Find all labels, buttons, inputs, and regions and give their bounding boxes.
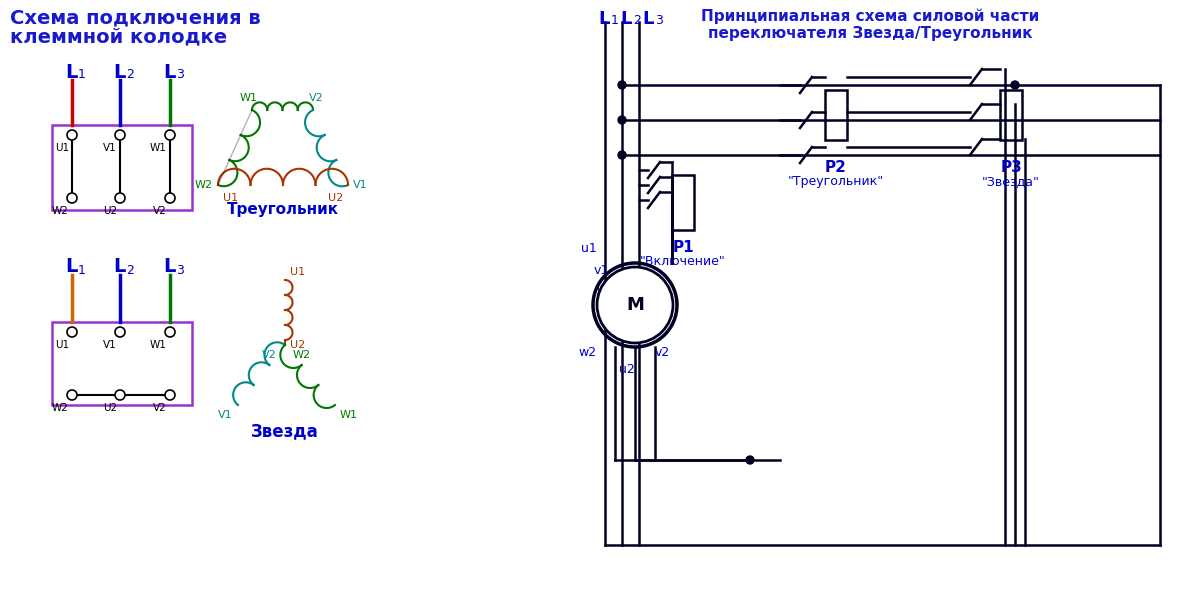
Text: L: L — [620, 10, 631, 28]
Circle shape — [165, 390, 175, 400]
Text: L: L — [163, 62, 176, 82]
Bar — [1001, 90, 1022, 140]
Circle shape — [116, 130, 125, 140]
Text: Р2: Р2 — [825, 160, 846, 175]
Text: U1: U1 — [55, 143, 69, 153]
Text: W1: W1 — [240, 93, 258, 103]
Text: U1: U1 — [290, 267, 305, 277]
Text: переключателя Звезда/Треугольник: переключателя Звезда/Треугольник — [708, 26, 1032, 41]
Text: W1: W1 — [340, 410, 358, 420]
Text: L: L — [113, 257, 125, 277]
Text: Треугольник: Треугольник — [228, 202, 340, 217]
Text: 1: 1 — [78, 263, 85, 277]
Text: 1: 1 — [610, 14, 619, 27]
Circle shape — [116, 390, 125, 400]
Circle shape — [618, 151, 626, 159]
Text: 2: 2 — [633, 14, 641, 27]
Text: W1: W1 — [150, 143, 167, 153]
Text: U2: U2 — [102, 403, 117, 413]
Text: w2: w2 — [579, 346, 597, 358]
Text: v2: v2 — [655, 346, 671, 358]
Text: U1: U1 — [223, 193, 238, 203]
Circle shape — [618, 116, 626, 124]
Circle shape — [165, 130, 175, 140]
Text: 3: 3 — [176, 68, 184, 82]
Text: М: М — [626, 296, 644, 314]
Circle shape — [746, 456, 754, 464]
Text: V1: V1 — [104, 143, 117, 153]
Bar — [825, 90, 846, 140]
Text: W1: W1 — [150, 340, 167, 350]
Text: U1: U1 — [55, 340, 69, 350]
Circle shape — [1011, 81, 1019, 89]
Text: W2: W2 — [195, 180, 213, 190]
Text: L: L — [65, 62, 77, 82]
Text: клеммной колодке: клеммной колодке — [10, 27, 228, 46]
Text: "Звезда": "Звезда" — [982, 175, 1040, 188]
Text: V1: V1 — [104, 340, 117, 350]
Text: V1: V1 — [218, 410, 234, 420]
Circle shape — [116, 327, 125, 337]
Circle shape — [67, 327, 77, 337]
Text: W2: W2 — [293, 350, 311, 360]
Text: "Треугольник": "Треугольник" — [787, 175, 884, 188]
Circle shape — [618, 81, 626, 89]
Text: V2: V2 — [153, 403, 167, 413]
Text: L: L — [642, 10, 654, 28]
Text: V2: V2 — [262, 350, 277, 360]
Text: L: L — [163, 257, 176, 277]
Text: 2: 2 — [126, 263, 134, 277]
Text: Р1: Р1 — [672, 240, 694, 255]
Text: 3: 3 — [176, 263, 184, 277]
Text: Звезда: Звезда — [252, 422, 319, 440]
Text: V2: V2 — [308, 93, 324, 103]
Bar — [672, 175, 694, 230]
Text: 2: 2 — [126, 68, 134, 82]
Text: W2: W2 — [52, 206, 69, 216]
Circle shape — [67, 193, 77, 203]
Text: U2: U2 — [327, 193, 343, 203]
Circle shape — [67, 130, 77, 140]
Circle shape — [597, 267, 673, 343]
Text: 3: 3 — [655, 14, 663, 27]
Circle shape — [165, 193, 175, 203]
Text: w1: w1 — [597, 283, 615, 296]
Circle shape — [116, 193, 125, 203]
Text: L: L — [65, 257, 77, 277]
Text: 1: 1 — [78, 68, 85, 82]
Text: Схема подключения в: Схема подключения в — [10, 8, 261, 27]
Circle shape — [67, 390, 77, 400]
Text: L: L — [598, 10, 609, 28]
Circle shape — [165, 327, 175, 337]
Text: L: L — [113, 62, 125, 82]
Text: V1: V1 — [353, 180, 367, 190]
Text: Р3: Р3 — [1001, 160, 1022, 175]
Text: u1: u1 — [582, 241, 597, 254]
Text: u2: u2 — [619, 363, 635, 376]
Text: "Включение": "Включение" — [641, 255, 726, 268]
Text: U2: U2 — [102, 206, 117, 216]
Text: W2: W2 — [52, 403, 69, 413]
Text: v1: v1 — [594, 263, 609, 277]
Text: Принципиальная схема силовой части: Принципиальная схема силовой части — [701, 8, 1039, 23]
Bar — [52, 125, 191, 210]
Bar — [52, 322, 191, 405]
Text: U2: U2 — [290, 340, 306, 350]
Text: V2: V2 — [153, 206, 167, 216]
